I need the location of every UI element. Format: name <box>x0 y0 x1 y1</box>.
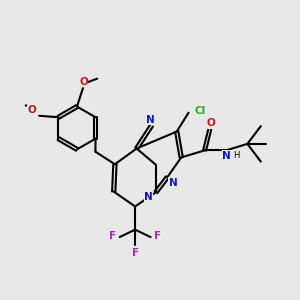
Text: F: F <box>154 232 161 242</box>
Text: O: O <box>27 105 36 116</box>
Text: N: N <box>222 151 231 161</box>
Text: H: H <box>233 151 240 160</box>
Text: O: O <box>206 118 215 128</box>
Text: N: N <box>169 178 178 188</box>
Text: F: F <box>132 248 139 258</box>
Text: Cl: Cl <box>194 106 206 116</box>
Text: N: N <box>146 115 155 125</box>
Text: F: F <box>109 232 116 242</box>
Text: O: O <box>79 76 88 87</box>
Text: N: N <box>144 192 153 202</box>
